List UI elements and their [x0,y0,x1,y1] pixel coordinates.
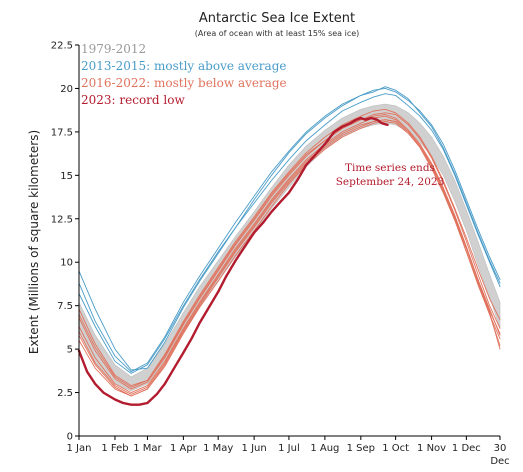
legend-item-2016-2022: 2016-2022: mostly below average [81,76,287,90]
x-tick-label: 1 Mar [133,443,162,454]
y-tick-label: 10 [60,258,73,269]
legend-item-2013-2015: 2013-2015: mostly above average [81,59,286,73]
x-tick-label-line2: Dec [490,456,509,467]
series-line-2016-2022-9 [78,119,501,397]
y-tick-label: 5 [67,345,73,356]
axes-layer: 0 2.5 5 7.5 10 12.5 15 17.5 20 22.5 1 Jan 1 Feb 1 Ma… [51,41,510,468]
y-axis-label: Extent (Millions of square kilometers) [27,130,41,354]
x-tick-label: 1 Jul [278,443,300,454]
chart-subtitle: (Area of ocean with at least 15% sea ice… [195,29,360,38]
chart-title: Antarctic Sea Ice Extent [199,11,355,26]
series-line-2016-2022-5 [78,121,501,397]
y-tick-label: 22.5 [51,41,73,52]
x-tick-label: 1 Dec [452,443,481,454]
x-tick-label: 1 Sep [347,443,375,454]
x-tick-label: 1 Aug [310,443,339,454]
annotation-line-1: Time series ends [345,162,435,174]
annotation-line-2: September 24, 2023 [336,176,445,188]
x-tick-label: 1 Nov [417,443,446,454]
y-tick-label: 20 [60,84,73,95]
x-tick-label: 1 Feb [101,443,128,454]
y-tick-label: 7.5 [57,301,73,312]
y-tick-label: 12.5 [51,214,73,225]
annotation: Time series ends September 24, 2023 [336,162,445,188]
y-tick-label: 0 [67,432,73,443]
x-tick-label: 30 [494,443,507,454]
y-tick-label: 15 [60,171,73,182]
series-line-2013-2015-1 [78,87,501,371]
series-line-2013-2015-2 [78,86,501,373]
series-layer [77,86,501,406]
legend-item-1979-2012: 1979-2012 [81,42,146,56]
x-tick-label: 1 Oct [382,443,409,454]
x-tick-label: 1 Apr [170,443,198,454]
series-line-2023-10 [77,116,389,406]
y-tick-label: 17.5 [51,127,73,138]
y-tick-label: 2.5 [57,388,73,399]
x-tick-label: 1 Jun [242,443,267,454]
legend-item-2023: 2023: record low [81,93,185,107]
series-line-2013-2015-0 [78,93,501,374]
x-tick-label: 1 Jan [67,443,92,454]
x-tick-label: 1 May [203,443,233,454]
climatology-band [78,103,501,392]
series-line-2016-2022-8 [78,108,501,388]
legend: 1979-2012 2013-2015: mostly above averag… [81,42,287,107]
series-line-2016-2022-6 [78,112,501,390]
climatology-envelope-layer [78,103,501,392]
